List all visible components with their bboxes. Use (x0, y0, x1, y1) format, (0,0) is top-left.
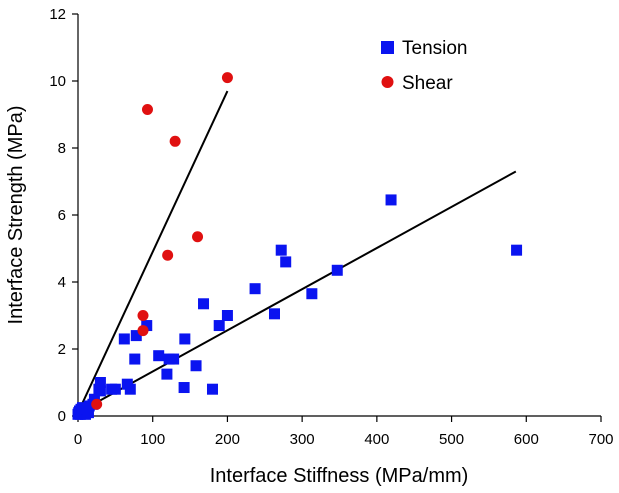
tension-point (88, 393, 100, 405)
tension-point (161, 368, 173, 380)
tension-point (178, 382, 190, 394)
shear-point (192, 231, 204, 243)
x-tick-label: 0 (74, 431, 82, 448)
tension-point (94, 377, 106, 388)
trendline-tension (77, 170, 517, 414)
tension-point (206, 383, 218, 395)
y-tick-label: 4 (58, 274, 66, 291)
tension-point (306, 288, 318, 300)
tension-point (190, 360, 202, 372)
tension-point (141, 320, 153, 332)
y-tick-label: 8 (58, 140, 66, 157)
tension-point (130, 330, 142, 342)
tension-point (129, 353, 141, 365)
trendline-shear (77, 90, 229, 414)
trendlines (77, 90, 517, 414)
y-axis-title: Interface Strength (MPa) (5, 106, 27, 325)
x-tick-label: 100 (140, 431, 165, 448)
tension-point (511, 244, 523, 256)
legend-tension-label: Tension (402, 38, 468, 59)
x-ticks: 0 100 200 300 400 500 600 700 (74, 416, 614, 448)
y-tick-label: 12 (49, 6, 66, 23)
tension-point (168, 353, 180, 365)
tension-point (153, 350, 165, 362)
tension-point (221, 310, 233, 321)
x-tick-label: 200 (215, 431, 240, 448)
tension-point (268, 308, 280, 320)
data-points (72, 72, 523, 420)
legend-shear-marker (381, 76, 394, 88)
x-tick-label: 500 (439, 431, 464, 448)
tension-point (331, 264, 343, 276)
tension-point (124, 383, 136, 395)
tension-point (385, 194, 397, 206)
x-tick-label: 400 (364, 431, 389, 448)
tension-point (280, 256, 292, 268)
tension-point (213, 320, 225, 332)
legend: Tension Shear (381, 38, 468, 94)
tension-point (198, 298, 210, 310)
shear-point (91, 398, 103, 410)
tension-point (275, 244, 287, 256)
shear-point (141, 103, 153, 115)
tension-point (94, 385, 106, 397)
x-tick-label: 600 (514, 431, 539, 448)
y-tick-label: 2 (58, 341, 66, 358)
shear-point (137, 325, 149, 337)
legend-shear-label: Shear (402, 73, 453, 94)
shear-point (162, 249, 174, 261)
y-ticks: 0 2 4 6 8 10 12 (49, 6, 78, 425)
shear-point (137, 310, 149, 321)
tension-point (109, 383, 121, 395)
x-tick-label: 700 (588, 431, 613, 448)
x-tick-label: 300 (290, 431, 315, 448)
shear-point (221, 72, 233, 84)
tension-point (249, 283, 261, 295)
shear-point (169, 135, 181, 147)
y-tick-label: 10 (49, 73, 66, 90)
legend-tension-marker (381, 41, 394, 54)
tension-point (179, 333, 191, 345)
x-axis-title: Interface Stiffness (MPa/mm) (210, 465, 469, 487)
tension-point (82, 407, 94, 419)
y-tick-label: 6 (58, 207, 66, 224)
tension-point (118, 333, 130, 345)
y-tick-label: 0 (58, 408, 66, 425)
